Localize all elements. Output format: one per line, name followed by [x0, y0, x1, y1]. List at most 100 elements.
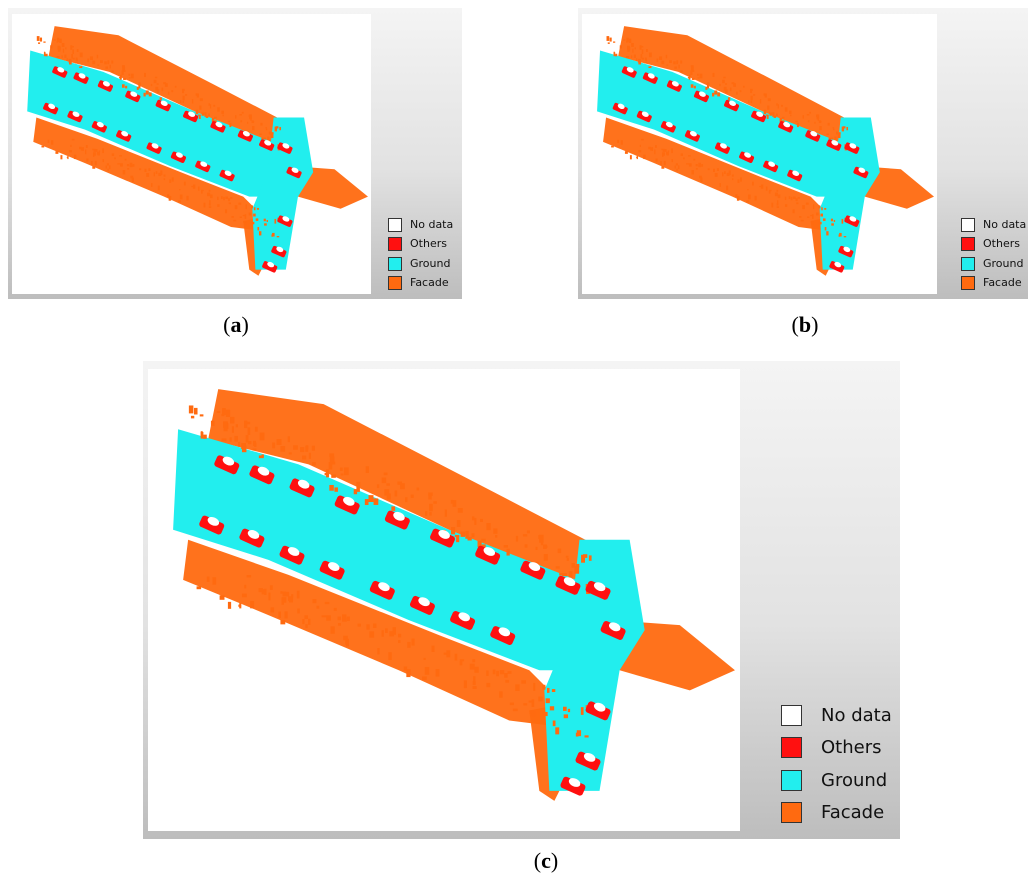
facade-point	[500, 670, 504, 674]
facade-point	[228, 121, 231, 123]
facade-point	[264, 219, 266, 222]
facade-point	[232, 426, 234, 433]
facade-point	[405, 497, 407, 502]
facade-point	[585, 735, 589, 737]
facade-point	[209, 190, 211, 192]
facade-point	[157, 83, 159, 84]
facade-point	[425, 667, 430, 675]
facade-point	[630, 155, 632, 159]
facade-point	[264, 589, 266, 595]
facade-point	[470, 664, 475, 670]
facade-point	[717, 168, 719, 171]
facade-point	[338, 623, 341, 626]
facade-point	[57, 56, 60, 58]
facade-point	[769, 191, 771, 194]
facade-point	[68, 59, 71, 63]
facade-point	[107, 163, 109, 165]
facade-point	[715, 173, 718, 177]
facade-point	[638, 59, 641, 63]
facade-point	[736, 92, 737, 95]
facade-point	[168, 92, 170, 95]
facade-point	[766, 187, 768, 191]
facade-point	[250, 601, 254, 608]
facade-point	[67, 58, 68, 61]
facade-point	[665, 149, 667, 152]
facade-point	[424, 658, 426, 660]
facade-point	[284, 611, 287, 618]
facade-point	[133, 164, 135, 167]
caption-a-letter: a	[231, 312, 242, 337]
facade-point	[96, 149, 98, 152]
facade-point	[213, 105, 215, 107]
facade-point	[223, 197, 225, 200]
facade-point	[77, 49, 79, 52]
legend-a: No data Others Ground Facade	[388, 218, 462, 298]
facade-point	[267, 220, 268, 222]
facade-point	[693, 159, 695, 161]
facade-point	[197, 93, 199, 97]
facade-point	[417, 488, 420, 491]
facade-point	[45, 54, 47, 57]
facade-point	[340, 468, 343, 471]
facade-point	[229, 123, 231, 127]
facade-point	[260, 433, 265, 441]
facade-point	[771, 203, 773, 208]
facade-point	[640, 45, 642, 50]
facade-point	[162, 88, 164, 92]
point-cloud-a	[12, 14, 371, 294]
facade-point	[41, 146, 44, 148]
facade-point	[662, 152, 665, 155]
facade-point	[282, 597, 287, 603]
facade-point	[666, 152, 669, 155]
facade-point	[112, 153, 114, 156]
facade-point	[111, 60, 113, 63]
facade-point	[722, 80, 725, 83]
facade-point	[751, 96, 753, 101]
facade-point	[71, 54, 73, 58]
facade-point	[139, 168, 141, 170]
facade-point	[529, 710, 533, 713]
facade-point	[288, 436, 290, 442]
facade-point	[122, 67, 125, 70]
facade-point	[235, 115, 236, 118]
facade-point	[123, 78, 126, 80]
facade-point	[222, 408, 226, 415]
facade-point	[809, 112, 811, 114]
caption-a: (a)	[206, 312, 266, 338]
facade-point	[676, 163, 678, 165]
facade-point	[271, 133, 274, 138]
facade-point	[574, 566, 579, 574]
facade-point	[627, 47, 629, 52]
facade-point	[480, 519, 483, 522]
others-swatch	[388, 237, 402, 251]
facade-point	[200, 414, 204, 416]
facade-point	[689, 75, 691, 80]
facade-point	[259, 231, 261, 235]
facade-point	[210, 194, 213, 198]
facade-point	[747, 189, 748, 190]
facade-point	[236, 424, 238, 427]
facade-point	[297, 609, 300, 614]
facade-point	[765, 93, 767, 97]
facade-point	[70, 45, 72, 50]
facade-point	[110, 65, 111, 69]
facade-point	[155, 87, 158, 91]
facade-point	[640, 145, 641, 147]
facade-point	[191, 186, 194, 187]
facade-point	[209, 203, 211, 205]
facade-point	[267, 137, 269, 141]
facade-point	[51, 140, 53, 145]
facade-point	[248, 427, 251, 435]
facade-point	[373, 623, 377, 628]
facade-point	[207, 577, 210, 582]
facade-point	[90, 56, 93, 60]
facade-swatch	[388, 276, 402, 290]
no-data-swatch	[388, 218, 402, 232]
facade-point	[201, 191, 203, 194]
facade-point	[143, 93, 145, 97]
facade-point	[781, 105, 783, 107]
facade-point	[365, 499, 369, 505]
facade-point	[331, 475, 336, 478]
facade-point	[208, 103, 209, 105]
facade-point	[249, 213, 252, 216]
